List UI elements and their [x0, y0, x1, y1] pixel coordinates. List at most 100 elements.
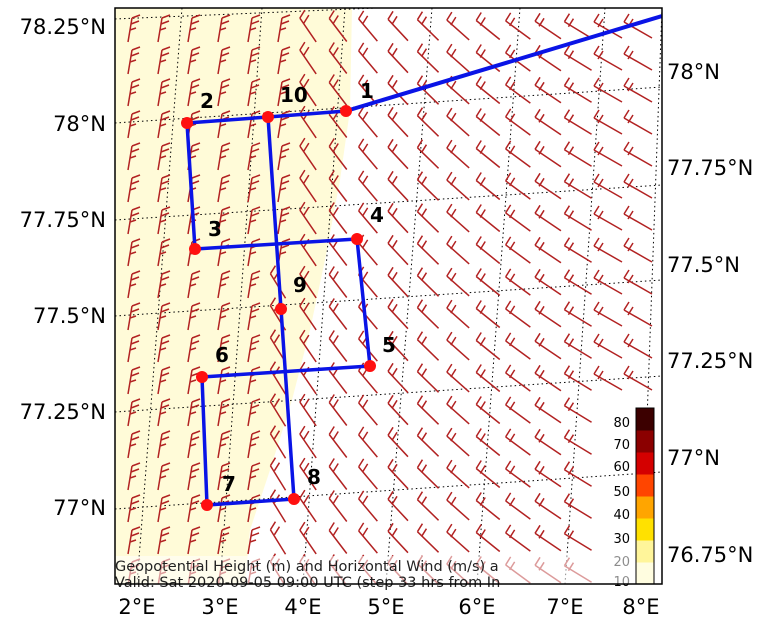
- map-area[interactable]: [115, 0, 662, 586]
- longitude-line: [219, 8, 263, 584]
- wind-barb: [157, 238, 171, 267]
- wind-barb: [534, 76, 562, 104]
- wind-barb: [217, 206, 231, 235]
- longitude-line: [640, 8, 662, 584]
- wind-barb: [387, 42, 409, 74]
- wind-barb: [416, 427, 440, 457]
- wind-barb: [593, 45, 623, 71]
- wind-barb: [593, 301, 623, 327]
- waypoint-marker-10[interactable]: [262, 111, 274, 123]
- wind-barb: [505, 44, 531, 72]
- wind-barb: [563, 109, 592, 135]
- wind-barb: [505, 492, 531, 520]
- wind-barb: [534, 140, 562, 168]
- waypoint-marker-3[interactable]: [189, 243, 201, 255]
- wind-barb: [187, 366, 201, 395]
- waypoint-marker-9[interactable]: [275, 303, 287, 315]
- waypoint-markers[interactable]: [181, 105, 376, 511]
- wind-barb: [446, 203, 470, 233]
- colorbar-cell: [636, 474, 654, 497]
- waypoint-marker-1[interactable]: [340, 105, 352, 117]
- waypoint-label-2: 2: [200, 89, 214, 113]
- wind-barb: [187, 14, 201, 43]
- wind-barb: [157, 398, 171, 427]
- wind-barb: [416, 299, 440, 329]
- wind-barb: [387, 170, 409, 202]
- wind-barb: [563, 13, 592, 39]
- wind-barb: [534, 204, 562, 232]
- wind-barb: [505, 236, 531, 264]
- longitude-line: [564, 8, 606, 584]
- latitude-line: [115, 279, 662, 317]
- colorbar-tick-40: 40: [613, 508, 630, 523]
- lat-label-right-77-25: 77.25°N: [667, 349, 753, 373]
- waypoint-label-8: 8: [307, 465, 321, 489]
- wind-barb: [475, 76, 501, 105]
- waypoint-label-3: 3: [208, 217, 222, 241]
- waypoint-marker-6[interactable]: [196, 371, 208, 383]
- wind-barb: [593, 109, 623, 135]
- waypoint-label-1: 1: [360, 79, 374, 103]
- wind-barb: [358, 106, 378, 138]
- wind-barb: [217, 110, 231, 139]
- wind-barb: [623, 333, 653, 359]
- wind-barb: [593, 77, 623, 103]
- waypoint-marker-5[interactable]: [364, 360, 376, 372]
- wind-barb: [217, 302, 231, 331]
- wind-barb: [157, 46, 171, 75]
- waypoint-marker-2[interactable]: [181, 117, 193, 129]
- wind-barb: [505, 460, 531, 488]
- wind-barb: [416, 523, 440, 553]
- wind-barb: [416, 267, 440, 297]
- lat-label-left-77-5: 77.5°N: [33, 304, 106, 328]
- wind-barb: [187, 270, 201, 299]
- wind-barb: [217, 238, 231, 267]
- wind-barb: [299, 489, 317, 523]
- lat-label-right-77: 77°N: [667, 446, 720, 470]
- wind-barb: [593, 237, 623, 263]
- wind-barb: [387, 426, 409, 458]
- wind-barb: [534, 428, 562, 456]
- waypoint-marker-4[interactable]: [351, 233, 363, 245]
- wind-barb: [187, 334, 201, 363]
- wind-barb: [505, 140, 531, 168]
- wind-barb: [475, 492, 501, 521]
- wind-barb: [247, 494, 261, 523]
- wind-barb: [416, 11, 440, 41]
- route-departure-leg[interactable]: [345, 14, 662, 113]
- waypoint-labels: 1 2 3 4 5 6 7 8 9 10: [200, 79, 396, 496]
- wind-barb: [358, 138, 378, 170]
- wind-barb: [328, 490, 348, 522]
- colorbar-cell: [636, 518, 654, 541]
- wind-barb: [328, 458, 348, 490]
- wind-barb: [505, 364, 531, 392]
- wind-barb: [157, 174, 171, 203]
- wind-barb: [475, 108, 501, 137]
- wind-barb: [475, 300, 501, 329]
- colorbar-cell: [636, 430, 654, 453]
- wind-barb: [623, 77, 653, 103]
- wind-barb: [127, 206, 141, 235]
- wind-barb: [217, 142, 231, 171]
- wind-barb: [269, 521, 287, 555]
- wind-barb: [563, 397, 592, 423]
- wind-barb: [247, 142, 261, 171]
- wind-barb: [328, 394, 348, 426]
- waypoint-marker-8[interactable]: [288, 493, 300, 505]
- wind-barb: [475, 364, 501, 393]
- wind-barb: [247, 398, 261, 427]
- wind-barb: [127, 78, 141, 107]
- wind-barb: [328, 10, 348, 42]
- wind-barb: [157, 110, 171, 139]
- wind-barb: [358, 426, 378, 458]
- wind-barb: [247, 14, 261, 43]
- wind-barb: [127, 142, 141, 171]
- lat-label-left-77-75: 77.75°N: [20, 208, 106, 232]
- wind-barb: [127, 110, 141, 139]
- wind-barb: [328, 426, 348, 458]
- wind-barb: [505, 428, 531, 456]
- wind-barb: [623, 301, 653, 327]
- wind-barb: [247, 430, 261, 459]
- waypoint-marker-7[interactable]: [201, 499, 213, 511]
- wind-barb: [387, 330, 409, 362]
